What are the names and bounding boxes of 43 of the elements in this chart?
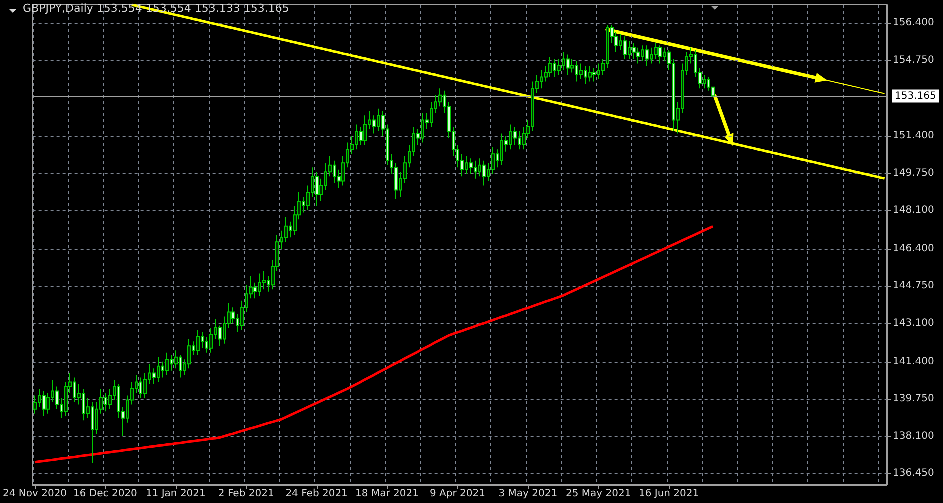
x-tick-label: 9 Apr 2021 (430, 488, 486, 500)
y-tick-label: 156.400 (893, 18, 934, 29)
y-tick-label: 154.750 (893, 54, 934, 66)
candlestick (658, 45, 662, 64)
candlestick (165, 352, 169, 376)
ref-line-label: 153.165 (895, 90, 936, 102)
candlestick (363, 115, 367, 146)
candlestick (566, 54, 570, 76)
candlestick (482, 160, 486, 186)
x-tick-label: 16 Dec 2020 (74, 488, 138, 500)
candlestick (632, 42, 636, 60)
y-tick-label: 149.750 (893, 168, 934, 179)
y-tick-label: 151.400 (893, 130, 934, 142)
candlestick (623, 36, 627, 60)
y-tick-label: 136.450 (893, 468, 934, 480)
y-tick-label: 146.400 (893, 243, 934, 254)
candlestick (513, 126, 517, 146)
x-tick-label: 16 Jun 2021 (638, 488, 700, 500)
candlestick (592, 68, 596, 82)
candlestick (548, 56, 552, 78)
x-tick-label: 18 Mar 2021 (356, 488, 419, 500)
line-series (34, 225, 714, 464)
x-tick-label: 2 Feb 2021 (218, 488, 274, 500)
candlestick (579, 63, 583, 80)
y-tick-label: 148.100 (893, 205, 934, 216)
candlestick (645, 45, 649, 66)
candlestick (196, 330, 200, 356)
candlestick (469, 158, 473, 175)
y-tick-label: 144.750 (893, 280, 934, 292)
y-tick-label: 138.100 (893, 430, 934, 442)
candlestick (654, 42, 658, 60)
x-tick-label: 11 Jan 2021 (146, 488, 206, 500)
candlestick (636, 47, 640, 64)
x-tick-label: 25 May 2021 (566, 488, 632, 500)
y-tick-label: 139.750 (893, 394, 934, 405)
x-tick-label: 24 Feb 2021 (286, 488, 348, 500)
x-tick-label: 24 Nov 2020 (2, 488, 68, 500)
candlestick (42, 390, 46, 417)
candlestick (315, 172, 319, 207)
y-tick-label: 143.100 (893, 318, 934, 329)
candlestick (588, 65, 592, 82)
x-tick-label: 3 May 2021 (498, 488, 558, 500)
y-tick-label: 141.400 (893, 356, 934, 368)
